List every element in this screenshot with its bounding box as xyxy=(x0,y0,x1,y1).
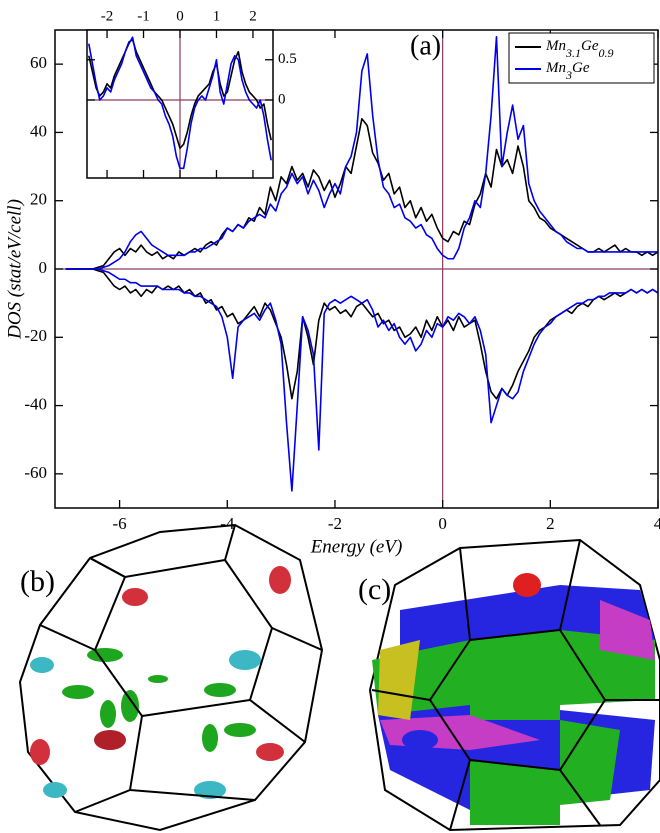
x-tick-label: 0 xyxy=(438,514,447,533)
y-axis-label: DOS (stat/eV/cell) xyxy=(4,199,25,340)
panel-label: (b) xyxy=(20,565,55,598)
y-tick-label: -60 xyxy=(24,463,47,482)
x-tick-label: -4 xyxy=(220,514,235,533)
fermi-surface-c xyxy=(370,540,660,830)
y-tick-label: -40 xyxy=(24,394,47,413)
x-tick-label: -1 xyxy=(137,8,150,24)
x-tick-label: 1 xyxy=(213,8,221,24)
panel-label: (c) xyxy=(358,573,391,606)
x-axis-label: Energy (eV) xyxy=(310,536,403,557)
x-tick-label: 0 xyxy=(176,8,184,24)
x-tick-label: -2 xyxy=(101,8,114,24)
x-tick-label: 2 xyxy=(249,8,257,24)
y-tick-label: 40 xyxy=(30,121,47,140)
y-tick-label: 0.5 xyxy=(278,51,297,67)
x-tick-label: 2 xyxy=(546,514,555,533)
y-tick-label: 0 xyxy=(39,258,48,277)
y-tick-label: 20 xyxy=(30,190,47,209)
x-tick-label: 4 xyxy=(654,514,660,533)
y-tick-label: -20 xyxy=(24,326,47,345)
x-tick-label: -6 xyxy=(113,514,127,533)
y-tick-label: 60 xyxy=(30,53,47,72)
panel-label: (a) xyxy=(410,30,441,61)
y-tick-label: 0 xyxy=(278,91,286,107)
data-line xyxy=(66,269,658,491)
x-tick-label: -2 xyxy=(328,514,342,533)
data-line xyxy=(66,269,658,399)
figure: (b) (c) -6-4-2024-60-40-200204060Energy … xyxy=(0,0,660,833)
fermi-surface-b xyxy=(20,525,322,830)
